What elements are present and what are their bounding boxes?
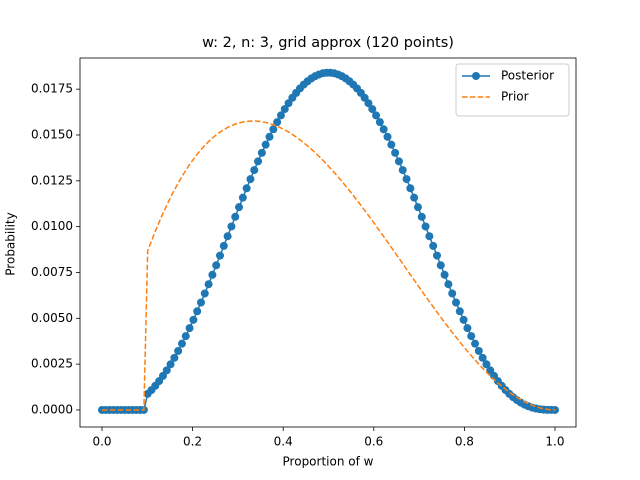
legend-box <box>455 63 570 117</box>
data-point <box>254 157 263 166</box>
data-point <box>174 346 183 355</box>
x-tick-label: 0.2 <box>183 435 202 449</box>
data-point <box>387 140 396 149</box>
data-point <box>474 346 483 355</box>
data-point <box>379 125 388 134</box>
data-point <box>200 289 209 298</box>
data-point <box>181 332 190 341</box>
data-point <box>261 140 270 149</box>
data-point <box>459 315 468 324</box>
data-point <box>170 353 179 362</box>
chart-title: w: 2, n: 3, grid approx (120 points) <box>202 35 454 51</box>
x-axis-label: Proportion of w <box>283 455 374 469</box>
y-tick-label: 0.0000 <box>31 402 73 416</box>
data-point <box>417 212 426 221</box>
data-point <box>440 270 449 279</box>
data-point <box>482 360 491 369</box>
data-point <box>235 203 244 212</box>
y-tick-label: 0.0075 <box>31 265 73 279</box>
data-point <box>208 270 217 279</box>
data-point <box>463 324 472 333</box>
data-point <box>280 105 289 114</box>
legend-label: Prior <box>501 90 529 104</box>
data-point <box>158 371 167 380</box>
data-point <box>162 366 171 375</box>
data-point <box>391 148 400 157</box>
data-point <box>429 241 438 250</box>
data-point <box>189 315 198 324</box>
data-point <box>231 212 240 221</box>
data-point <box>413 203 422 212</box>
y-tick-label: 0.0125 <box>31 173 73 187</box>
data-point <box>177 339 186 348</box>
data-point <box>383 132 392 141</box>
x-tick-label: 0.8 <box>455 435 474 449</box>
y-axis-label: Probability <box>4 212 18 275</box>
data-point <box>444 280 453 289</box>
y-tick-label: 0.0100 <box>31 219 73 233</box>
data-point <box>204 280 213 289</box>
legend-marker <box>472 72 480 80</box>
data-point <box>436 261 445 270</box>
data-point <box>410 193 419 202</box>
data-point <box>223 232 232 241</box>
data-point <box>166 360 175 369</box>
x-tick-label: 0.0 <box>92 435 111 449</box>
data-point <box>402 175 411 184</box>
data-point <box>368 105 377 114</box>
data-point <box>432 251 441 260</box>
data-point <box>219 241 228 250</box>
data-point <box>550 405 559 414</box>
data-point <box>242 184 251 193</box>
y-tick-label: 0.0175 <box>31 82 73 96</box>
data-point <box>257 148 266 157</box>
data-point <box>425 232 434 241</box>
y-tick-label: 0.0150 <box>31 127 73 141</box>
x-tick-label: 1.0 <box>545 435 564 449</box>
data-point <box>265 132 274 141</box>
data-point <box>196 298 205 307</box>
data-point <box>448 289 457 298</box>
data-point <box>212 261 221 270</box>
data-point <box>364 99 373 108</box>
data-point <box>478 353 487 362</box>
data-point <box>421 222 430 231</box>
data-point <box>250 166 259 175</box>
data-point <box>227 222 236 231</box>
data-point <box>238 193 247 202</box>
data-point <box>486 366 495 375</box>
data-point <box>269 125 278 134</box>
data-point <box>276 111 285 120</box>
x-tick-label: 0.4 <box>274 435 293 449</box>
data-point <box>375 118 384 127</box>
y-tick-label: 0.0025 <box>31 357 73 371</box>
plot-frame <box>79 57 577 428</box>
data-point <box>216 251 225 260</box>
legend-label: Posterior <box>501 69 554 83</box>
data-point <box>467 332 476 341</box>
x-tick-label: 0.6 <box>364 435 383 449</box>
data-point <box>372 111 381 120</box>
data-point <box>273 118 282 127</box>
data-point <box>246 175 255 184</box>
data-point <box>185 324 194 333</box>
data-point <box>193 307 202 316</box>
data-point <box>452 298 461 307</box>
data-point <box>398 166 407 175</box>
data-point <box>394 157 403 166</box>
data-point <box>455 307 464 316</box>
series-line <box>102 120 556 411</box>
data-point <box>471 339 480 348</box>
y-tick-label: 0.0050 <box>31 311 73 325</box>
data-point <box>406 184 415 193</box>
